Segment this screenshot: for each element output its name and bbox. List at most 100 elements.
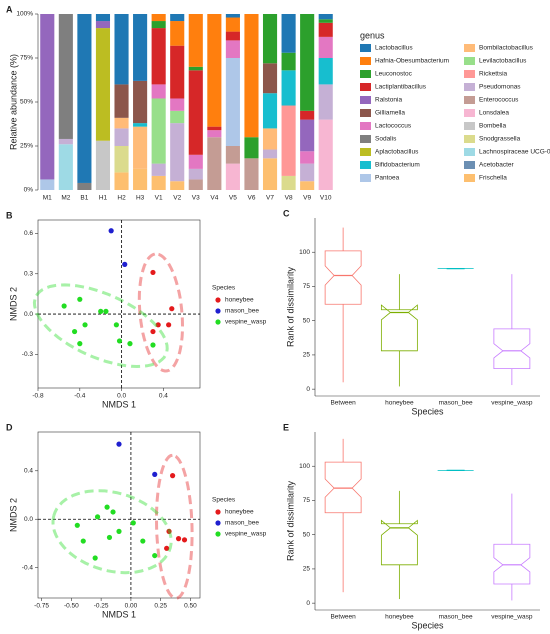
y-tick-label: 0.6 <box>24 230 33 237</box>
y-tick-label: 50 <box>303 317 311 324</box>
legend-swatch <box>464 109 475 117</box>
bar-segment <box>262 14 278 64</box>
bar-segment <box>114 14 129 85</box>
point <box>175 536 182 542</box>
bar-segment <box>300 119 315 152</box>
x-tick-label: V6 <box>247 195 255 202</box>
legend-label: Levilactobacillus <box>479 58 527 65</box>
y-axis-label: NMDS 2 <box>8 498 18 532</box>
bar-segment <box>300 151 315 164</box>
legend-dot <box>215 308 221 314</box>
box <box>324 250 362 305</box>
bar-segment <box>151 21 166 29</box>
bar-segment <box>133 14 148 81</box>
legend-label: Frischella <box>479 175 507 182</box>
bar-segment <box>170 45 185 99</box>
x-tick-label: B1 <box>80 195 88 202</box>
y-tick-label: 0.4 <box>24 467 33 474</box>
bar-segment <box>114 84 129 118</box>
point <box>150 342 156 348</box>
bar-segment <box>188 66 203 71</box>
bar-segment <box>151 14 166 22</box>
bar-segment <box>151 84 166 99</box>
point <box>98 308 104 314</box>
legend-title: Species <box>212 285 236 292</box>
legend-label: Sodalis <box>375 136 397 143</box>
point <box>155 322 161 328</box>
legend-dot <box>215 531 221 537</box>
legend-label: Lactobacillus <box>375 45 413 52</box>
x-tick-label: V9 <box>303 195 311 202</box>
x-tick-label: V7 <box>266 195 274 202</box>
y-tick-label: 0.0 <box>24 311 33 318</box>
box <box>380 519 418 566</box>
x-tick-label: vespine_wasp <box>491 400 533 407</box>
bar-segment <box>262 93 278 129</box>
x-tick-label: 0.25 <box>154 603 167 610</box>
x-tick-label: M1 <box>43 195 52 202</box>
bar-segment <box>58 138 73 145</box>
point <box>181 537 188 543</box>
bar-segment <box>133 126 148 169</box>
legend-swatch <box>464 70 475 78</box>
y-axis-label: Rank of dissimilarity <box>285 480 295 561</box>
bar-segment <box>95 28 111 141</box>
point <box>169 306 175 312</box>
bar-segment <box>318 22 333 37</box>
bar-segment <box>262 158 278 190</box>
legend-label: mason_bee <box>225 308 259 315</box>
point <box>104 504 110 510</box>
x-tick-label: 0.0 <box>117 393 126 400</box>
y-axis-label: NMDS 2 <box>8 287 18 321</box>
point <box>116 528 122 534</box>
legend-label: mason_bee <box>225 520 259 527</box>
bar-segment <box>318 19 333 23</box>
panel-label: D <box>6 422 13 432</box>
bar-segment <box>133 168 148 190</box>
y-tick-label: 50% <box>20 99 33 106</box>
bar-segment <box>225 58 240 146</box>
x-tick-label: M2 <box>61 195 70 202</box>
bar-segment <box>318 36 333 58</box>
legend-label: Bifidobacterium <box>375 162 420 169</box>
x-tick-label: -0.75 <box>34 603 49 610</box>
bar-segment <box>225 14 240 18</box>
bar-segment <box>151 28 166 85</box>
box <box>324 461 362 514</box>
legend-swatch <box>360 148 371 156</box>
bar-segment <box>300 181 315 190</box>
bar-segment <box>170 123 185 182</box>
legend-label: Lactococcus <box>375 123 412 130</box>
legend-dot <box>215 509 221 515</box>
point <box>122 261 128 267</box>
point <box>166 322 172 328</box>
y-tick-label: 25% <box>20 143 33 150</box>
point <box>77 296 83 302</box>
x-axis-label: Species <box>411 620 444 630</box>
point <box>116 338 123 344</box>
x-tick-label: -0.50 <box>64 603 79 610</box>
bar-segment <box>151 175 166 190</box>
point <box>127 341 133 347</box>
bar-segment <box>225 31 240 41</box>
legend-swatch <box>360 70 371 78</box>
y-tick-label: 25 <box>303 352 311 359</box>
bar-segment <box>95 21 111 29</box>
point <box>74 522 80 528</box>
y-axis-label: Rank of dissimilarity <box>285 266 295 347</box>
bar-segment <box>300 110 315 120</box>
bar-segment <box>58 14 73 139</box>
legend-title: Species <box>212 497 236 504</box>
bar-segment <box>281 14 296 53</box>
point <box>71 328 78 335</box>
legend-label: vespine_wasp <box>225 319 267 326</box>
point <box>61 303 67 309</box>
y-tick-label: 25 <box>303 566 311 573</box>
bar-segment <box>170 181 185 190</box>
panel-label: E <box>283 422 289 432</box>
box <box>380 304 418 352</box>
x-axis-label: NMDS 1 <box>102 399 136 409</box>
bar-segment <box>188 179 203 190</box>
legend-title: genus <box>360 30 385 40</box>
point <box>164 545 170 551</box>
